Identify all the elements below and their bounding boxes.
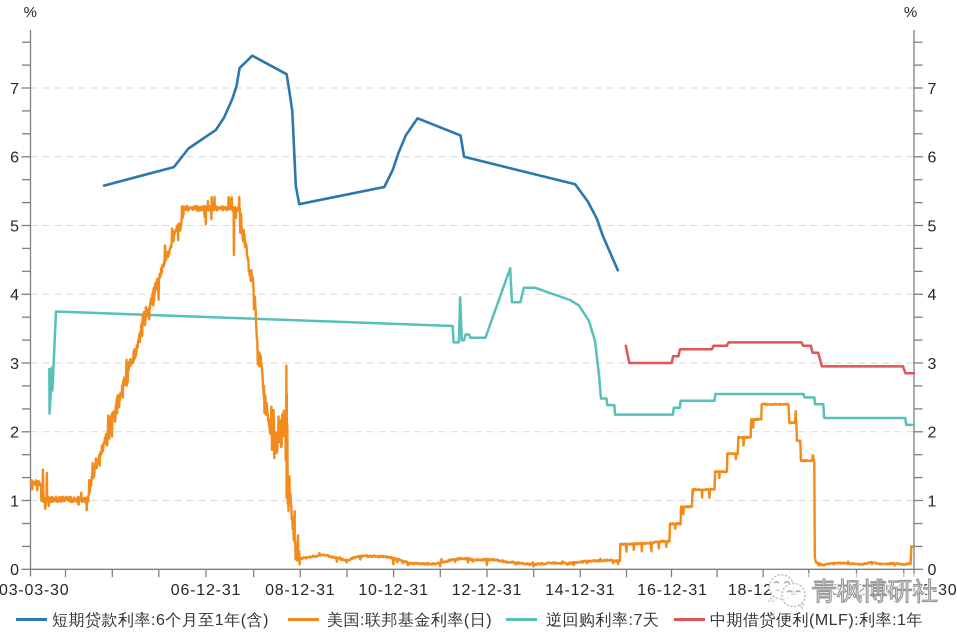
- svg-text:1: 1: [928, 493, 937, 510]
- svg-text:3: 3: [928, 356, 937, 373]
- svg-text:1: 1: [10, 493, 19, 510]
- svg-text:0: 0: [928, 562, 937, 579]
- svg-text:(MLF):: (MLF):: [809, 612, 859, 629]
- svg-text:06-12-31: 06-12-31: [171, 582, 241, 599]
- svg-text:4: 4: [10, 287, 19, 304]
- svg-text:12-12-31: 12-12-31: [452, 582, 522, 599]
- svg-text:3: 3: [10, 356, 19, 373]
- svg-text:03-03-30: 03-03-30: [0, 582, 69, 599]
- svg-text::7: :7: [629, 612, 643, 629]
- svg-text:(: (: [464, 612, 470, 629]
- svg-text:5: 5: [10, 218, 19, 235]
- svg-text:2: 2: [928, 425, 937, 442]
- svg-text:7: 7: [928, 81, 937, 98]
- svg-text:6: 6: [928, 150, 937, 167]
- svg-text:7: 7: [10, 81, 19, 98]
- svg-text:0: 0: [10, 562, 19, 579]
- svg-text:4: 4: [928, 287, 937, 304]
- svg-text:08-12-31: 08-12-31: [265, 582, 335, 599]
- svg-text:%: %: [24, 4, 37, 21]
- svg-text:%: %: [904, 4, 917, 21]
- svg-text:6: 6: [10, 150, 19, 167]
- svg-text::6: :6: [151, 612, 165, 629]
- svg-text:(: (: [241, 612, 247, 629]
- svg-text:16-12-31: 16-12-31: [637, 582, 707, 599]
- svg-text:10-12-31: 10-12-31: [358, 582, 428, 599]
- svg-text:5: 5: [928, 218, 937, 235]
- svg-text:): ): [486, 612, 492, 629]
- svg-text::1: :1: [892, 612, 906, 629]
- svg-text:2: 2: [10, 425, 19, 442]
- svg-text:14-12-31: 14-12-31: [545, 582, 615, 599]
- svg-text::: :: [360, 612, 365, 629]
- svg-text:): ): [263, 612, 269, 629]
- svg-text:1: 1: [215, 612, 224, 629]
